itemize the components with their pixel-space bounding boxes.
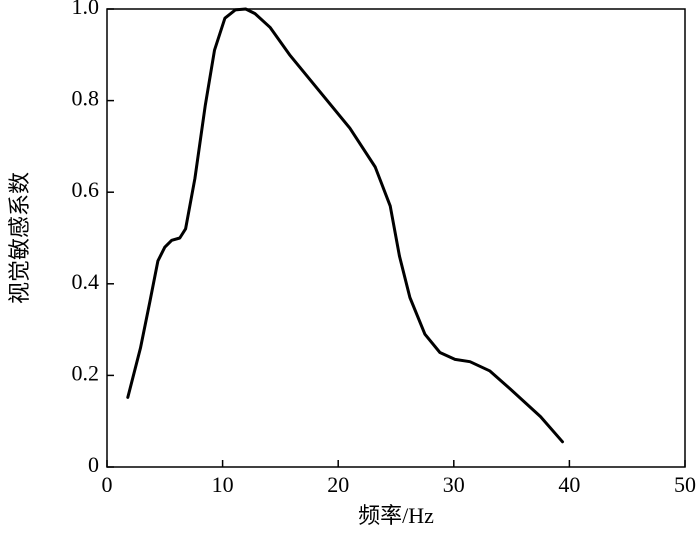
y-axis-label: 视觉敏感系数: [7, 172, 32, 304]
x-tick-label: 50: [674, 472, 696, 497]
x-tick-label: 30: [443, 472, 465, 497]
y-tick-label: 0.2: [72, 360, 100, 385]
y-tick-label: 1.0: [72, 0, 100, 19]
x-tick-label: 40: [558, 472, 580, 497]
y-tick-label: 0.6: [72, 177, 100, 202]
x-tick-label: 0: [102, 472, 113, 497]
y-tick-label: 0.4: [72, 269, 100, 294]
plot-frame: [106, 8, 686, 468]
data-line: [126, 7, 564, 444]
y-tick-label: 0.8: [72, 86, 100, 111]
y-tick-label: 0: [88, 452, 99, 477]
x-tick-label: 20: [327, 472, 349, 497]
x-axis-label: 频率/Hz: [358, 503, 434, 528]
x-tick-label: 10: [212, 472, 234, 497]
